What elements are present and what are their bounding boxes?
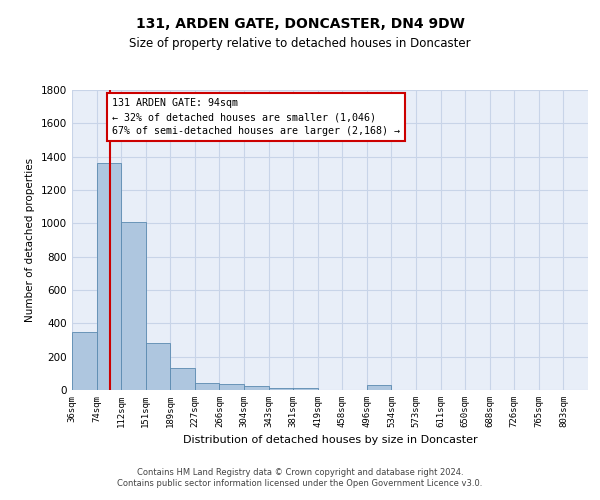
Bar <box>293 388 318 390</box>
Bar <box>72 332 97 390</box>
Text: Size of property relative to detached houses in Doncaster: Size of property relative to detached ho… <box>129 38 471 51</box>
X-axis label: Distribution of detached houses by size in Doncaster: Distribution of detached houses by size … <box>182 436 478 446</box>
Bar <box>195 384 220 390</box>
Text: Contains HM Land Registry data © Crown copyright and database right 2024.
Contai: Contains HM Land Registry data © Crown c… <box>118 468 482 487</box>
Bar <box>121 222 146 390</box>
Bar <box>244 386 269 390</box>
Bar <box>170 368 195 390</box>
Bar <box>146 342 170 390</box>
Text: 131 ARDEN GATE: 94sqm
← 32% of detached houses are smaller (1,046)
67% of semi-d: 131 ARDEN GATE: 94sqm ← 32% of detached … <box>112 98 400 136</box>
Bar <box>220 384 244 390</box>
Y-axis label: Number of detached properties: Number of detached properties <box>25 158 35 322</box>
Bar <box>367 385 391 390</box>
Bar <box>97 164 121 390</box>
Bar <box>269 388 293 390</box>
Text: 131, ARDEN GATE, DONCASTER, DN4 9DW: 131, ARDEN GATE, DONCASTER, DN4 9DW <box>136 18 464 32</box>
